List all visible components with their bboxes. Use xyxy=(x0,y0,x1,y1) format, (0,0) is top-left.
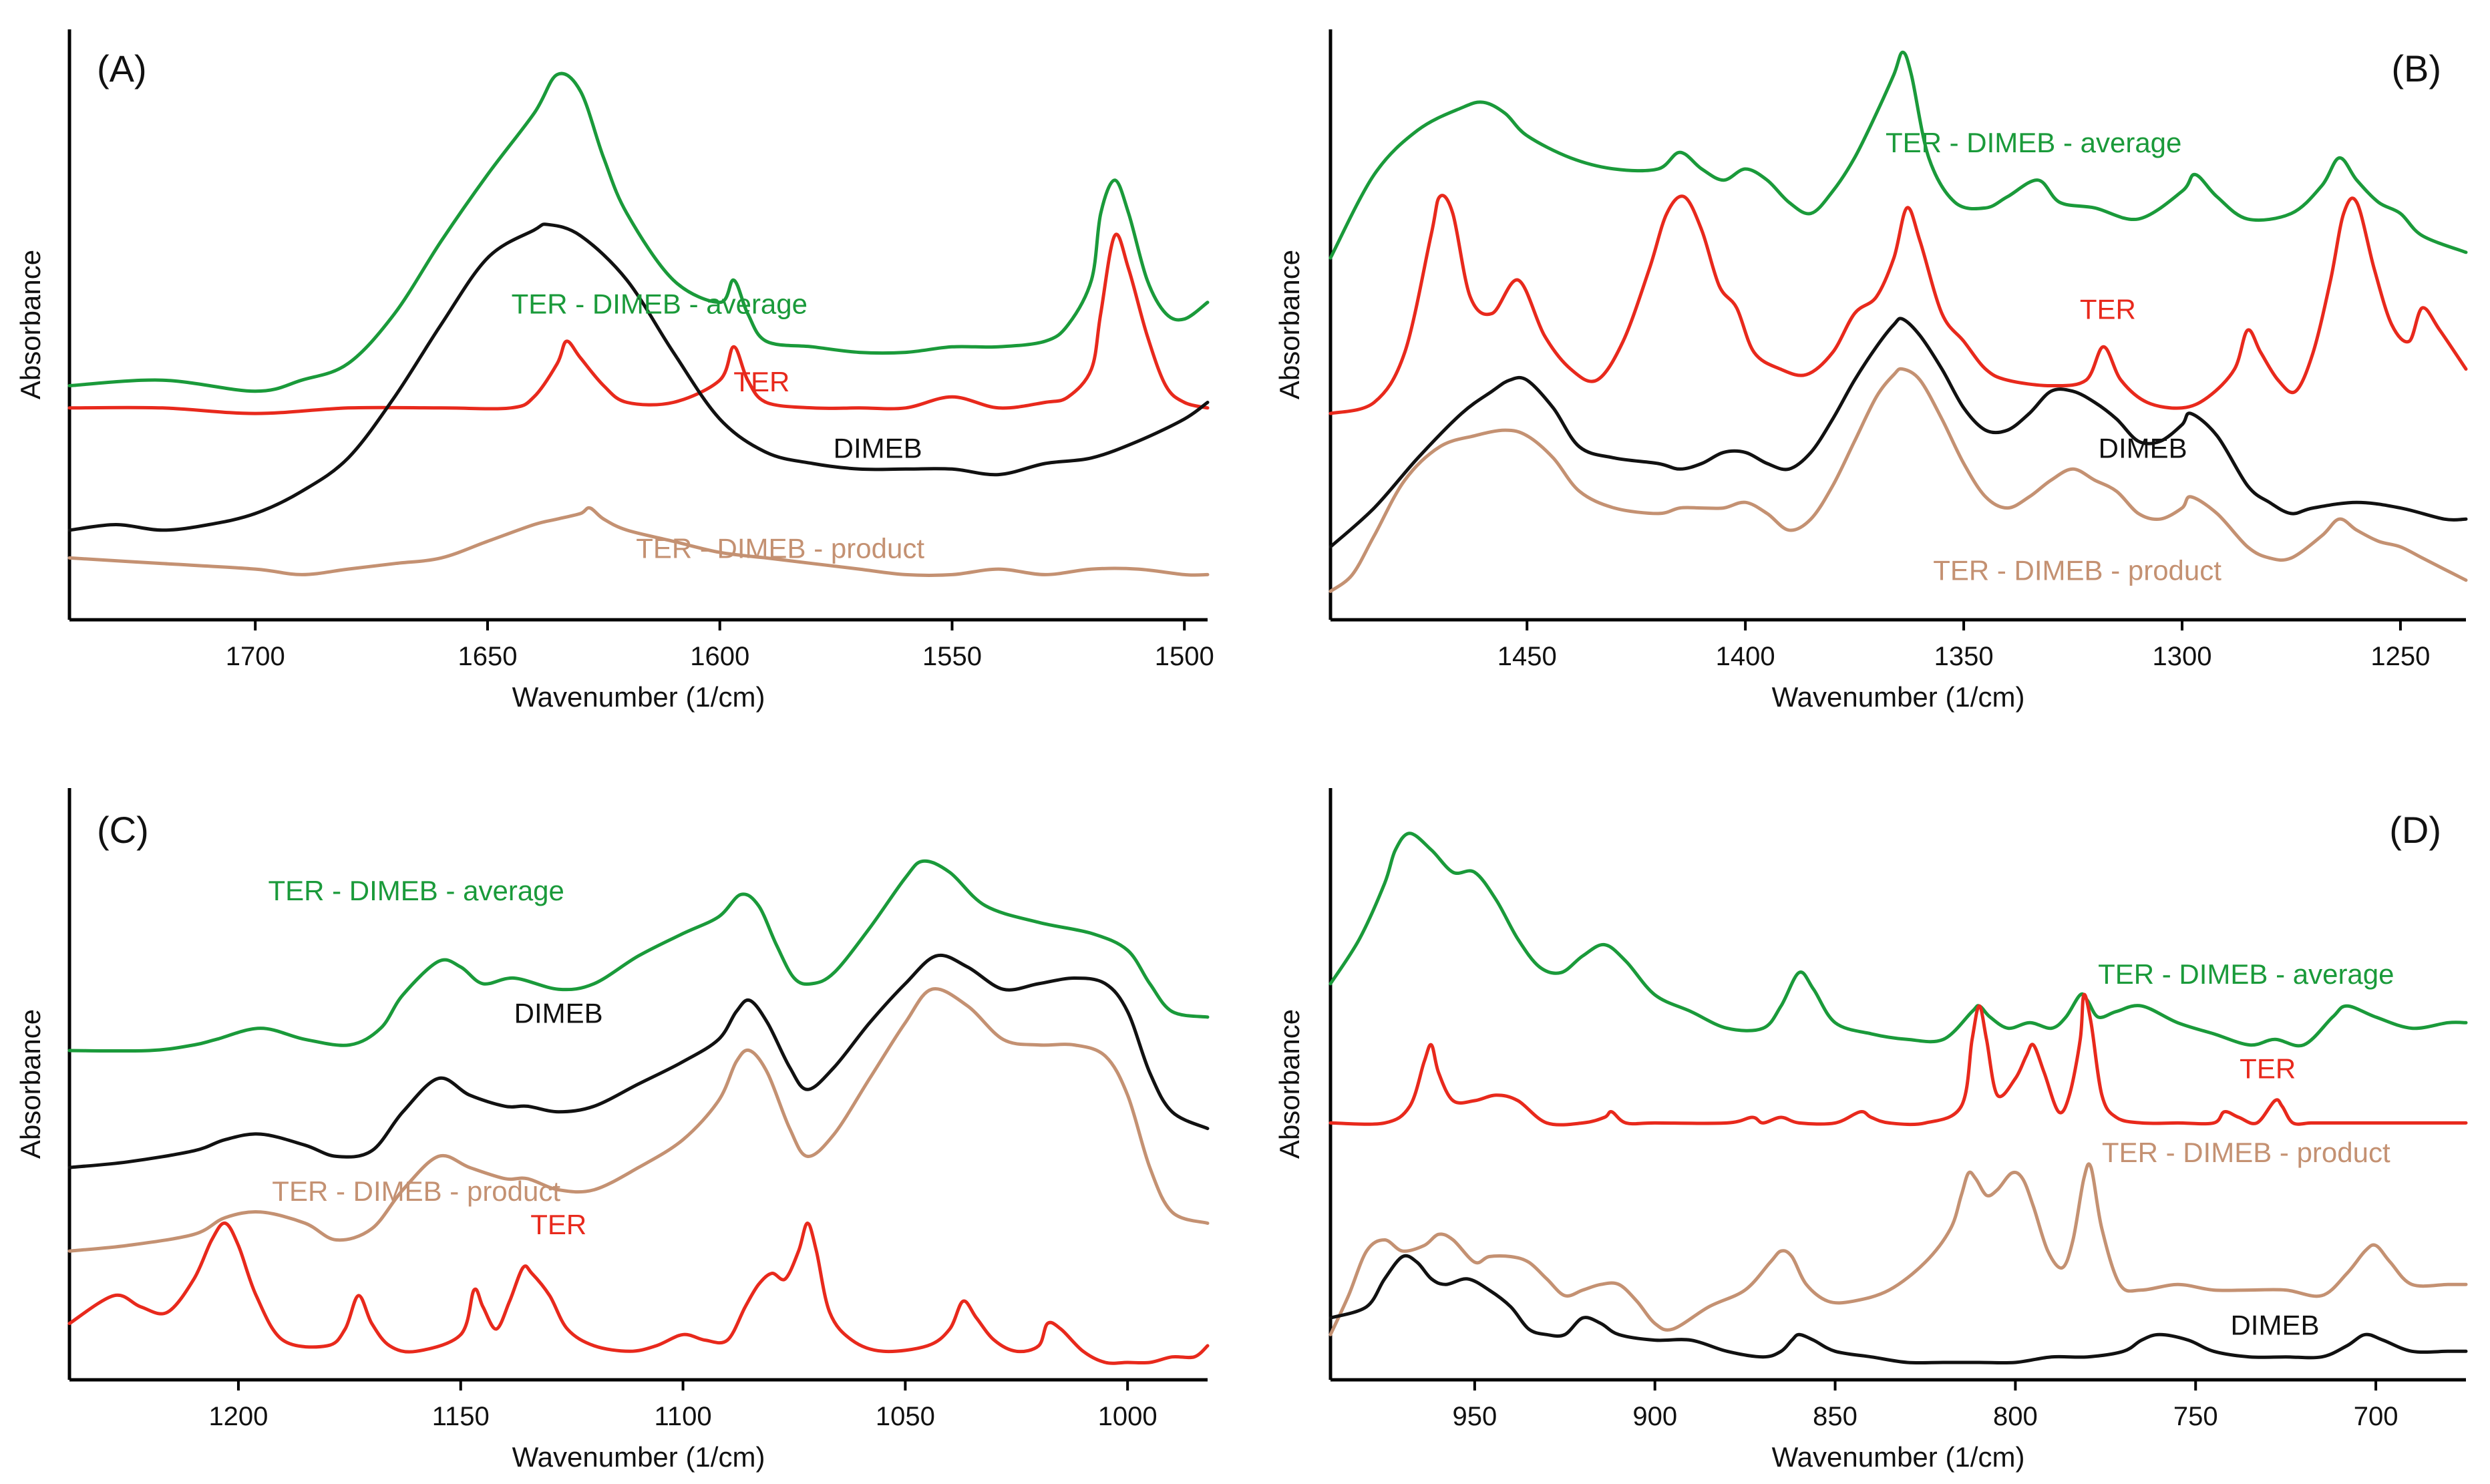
series-line-ter xyxy=(67,232,1210,415)
panel-label: (D) xyxy=(2389,809,2441,851)
series-line-ter-dimeb-product xyxy=(1328,1162,2468,1336)
panel-b: 1450 1400 1350 1300 1250 Wavenumber (1/cm) Abs… xyxy=(1274,29,2468,713)
x-tick-label: 1700 xyxy=(226,642,285,671)
x-tick-label: 800 xyxy=(1993,1402,2038,1431)
series-label-ter: TER xyxy=(733,366,789,397)
series-line-ter-dimeb-average xyxy=(67,71,1210,393)
y-axis-title: Absorbance xyxy=(15,250,46,399)
series-line-ter-dimeb-average xyxy=(1328,831,2468,1048)
series-line-ter xyxy=(1328,194,2468,415)
x-tick-label: 700 xyxy=(2354,1402,2398,1431)
series-line-dimeb xyxy=(67,953,1210,1169)
x-tick-label: 1550 xyxy=(922,642,982,671)
x-tick-label: 1650 xyxy=(458,642,517,671)
x-tick-label: 900 xyxy=(1632,1402,1677,1431)
series-label-ter: TER xyxy=(530,1209,586,1240)
panel-label: (A) xyxy=(97,47,147,89)
x-tick-label: 1100 xyxy=(655,1402,712,1431)
series-label-dimeb: DIMEB xyxy=(2099,433,2187,464)
series-label-dimeb: DIMEB xyxy=(2230,1309,2319,1340)
series-label-ter-dimeb-average: TER - DIMEB - average xyxy=(268,875,564,906)
y-axis-title: Absorbance xyxy=(15,1009,46,1159)
series-label-ter-dimeb-average: TER - DIMEB - average xyxy=(512,288,808,319)
x-tick-label: 1000 xyxy=(1098,1402,1158,1431)
series-label-ter: TER xyxy=(2240,1053,2296,1085)
x-tick-label: 1400 xyxy=(1716,642,1775,671)
series-line-ter-dimeb-average xyxy=(67,859,1210,1053)
y-axis-title: Absorbance xyxy=(1274,250,1305,399)
series-line-ter-dimeb-product xyxy=(1328,367,2468,593)
series-label-ter-dimeb-product: TER - DIMEB - product xyxy=(272,1175,560,1207)
series-label-ter-dimeb-average: TER - DIMEB - average xyxy=(1886,127,2181,158)
x-tick-label: 1250 xyxy=(2370,642,2430,671)
x-axis-title: Wavenumber (1/cm) xyxy=(1772,681,2025,713)
x-axis-title: Wavenumber (1/cm) xyxy=(512,681,765,713)
series-line-ter-dimeb-product xyxy=(67,987,1210,1253)
series-line-ter xyxy=(67,1221,1210,1365)
x-tick-label: 1150 xyxy=(432,1402,490,1431)
panel-d: 950 900 850 800 750 700 Wavenumber (1/cm) Absor… xyxy=(1274,788,2468,1473)
x-tick-label: 950 xyxy=(1452,1402,1497,1431)
series-label-ter: TER xyxy=(2080,294,2136,325)
y-axis-title: Absorbance xyxy=(1274,1009,1305,1159)
series-line-dimeb xyxy=(1328,317,2468,549)
series-line-ter-dimeb-average xyxy=(1328,50,2468,260)
x-axis-title: Wavenumber (1/cm) xyxy=(512,1441,765,1473)
series-line-ter xyxy=(1328,992,2468,1127)
x-tick-label: 1050 xyxy=(876,1402,935,1431)
x-axis-title: Wavenumber (1/cm) xyxy=(1772,1441,2025,1473)
series-label-ter-dimeb-product: TER - DIMEB - product xyxy=(1933,555,2221,586)
series-label-dimeb: DIMEB xyxy=(514,997,603,1029)
series-label-ter-dimeb-average: TER - DIMEB - average xyxy=(2098,958,2394,990)
series-label-dimeb: DIMEB xyxy=(834,433,922,464)
x-tick-label: 750 xyxy=(2173,1402,2218,1431)
panel-label: (C) xyxy=(97,809,149,851)
panel-c: 1200 1150 1100 1050 1000 Wavenumber (1/cm) Abs… xyxy=(15,788,1210,1473)
x-tick-label: 1350 xyxy=(1934,642,1994,671)
x-tick-label: 850 xyxy=(1813,1402,1857,1431)
x-tick-label: 1200 xyxy=(208,1402,268,1431)
x-tick-label: 1500 xyxy=(1155,642,1214,671)
series-line-dimeb xyxy=(1328,1254,2468,1365)
x-tick-label: 1300 xyxy=(2153,642,2212,671)
panels: 1700 1650 1600 1550 1500 Wavenumber (1/cm) Abs… xyxy=(15,29,2468,1473)
series-line-ter-dimeb-product xyxy=(67,506,1210,577)
panel-a: 1700 1650 1600 1550 1500 Wavenumber (1/cm) Abs… xyxy=(15,29,1214,713)
x-tick-label: 1450 xyxy=(1497,642,1557,671)
x-tick-label: 1600 xyxy=(690,642,749,671)
panel-label: (B) xyxy=(2391,47,2441,89)
series-label-ter-dimeb-product: TER - DIMEB - product xyxy=(2102,1137,2390,1168)
series-label-ter-dimeb-product: TER - DIMEB - product xyxy=(636,532,924,564)
series-line-dimeb xyxy=(67,222,1210,532)
